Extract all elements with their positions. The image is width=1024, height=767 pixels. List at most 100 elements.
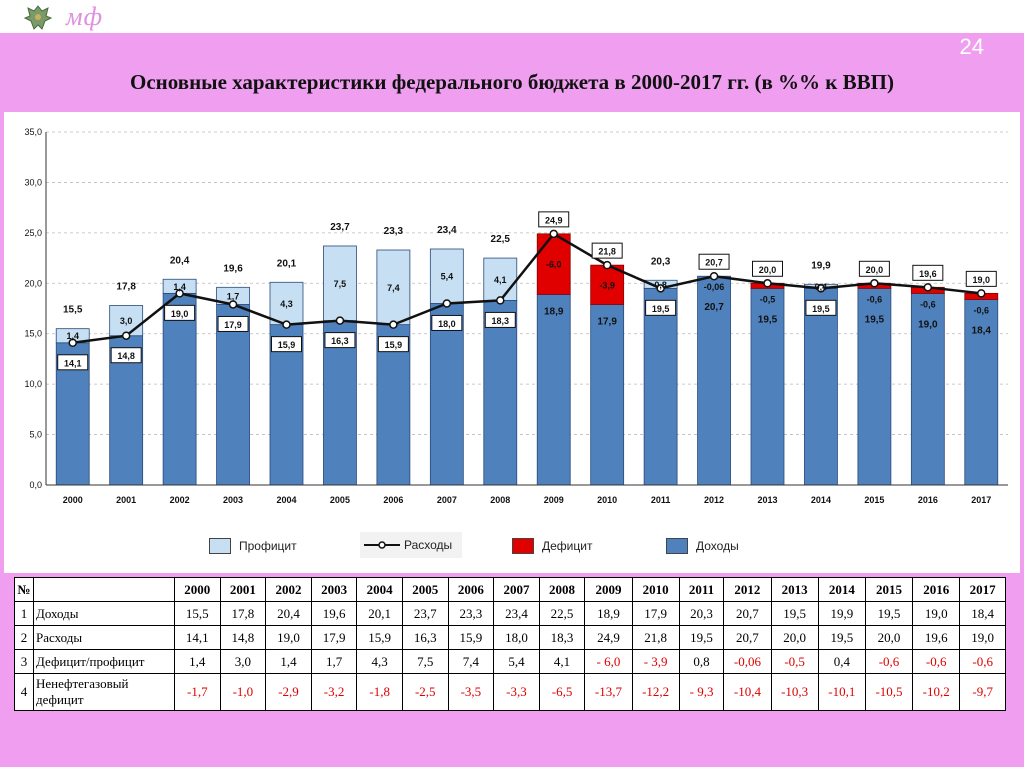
expenditure-label-box — [591, 242, 623, 259]
expenditure-label-box — [965, 270, 997, 287]
expenditure-point — [228, 300, 238, 309]
expenditure-label: 20,7 — [705, 258, 723, 268]
table-cell: 19,9 — [817, 601, 866, 626]
x-tick-label: 2001 — [116, 495, 136, 505]
table-cell: 18,9 — [584, 601, 633, 626]
expenditure-label-box — [484, 311, 516, 328]
table-cell: 17,9 — [631, 601, 680, 626]
header-cell: 2008 — [538, 577, 586, 602]
x-tick-label: 2003 — [223, 495, 243, 505]
table-cell: 22,5 — [538, 601, 586, 626]
table-cell: 20,7 — [723, 625, 772, 650]
row-label: Расходы — [33, 625, 175, 650]
legend-line-marker — [364, 541, 400, 549]
expenditure-label-box — [271, 336, 302, 353]
surplus-bar — [323, 245, 357, 322]
table-row: 3 Дефицит/профицит 1,4 3,0 1,4 1,7 4,3 7,5 7,4 5,… — [14, 649, 1006, 674]
page-title: Основные характеристики федерального бюд… — [130, 70, 894, 94]
surplus-bar — [109, 305, 144, 337]
table-cell: 15,9 — [356, 625, 403, 650]
expenditure-label-box — [698, 253, 730, 270]
surplus-label: 7,5 — [334, 279, 347, 289]
table-cell: 19,5 — [678, 625, 725, 650]
table-cell: 4,1 — [538, 649, 586, 674]
revenue-total-label: 17,9 — [597, 316, 617, 327]
table-cell: 19,5 — [770, 601, 819, 626]
y-tick-label: 35,0 — [24, 127, 42, 137]
row-number: 1 — [14, 601, 34, 626]
row-number: 3 — [14, 649, 34, 674]
header-cell: 2010 — [631, 577, 680, 602]
budget-chart: 1,4 15,5 3,0 17,8 1,4 20,4 1,7 19,6 4,3 20,1 7,5 23… — [24, 127, 1008, 505]
expenditure-point — [121, 331, 131, 340]
x-tick-label: 2005 — [330, 495, 350, 505]
header-cell: 2011 — [678, 577, 725, 602]
deficit-label: -0,6 — [974, 305, 990, 315]
table-cell: 19,5 — [864, 601, 914, 626]
table-cell: -0,06 — [723, 649, 772, 674]
revenue-total-label: 20,4 — [170, 255, 190, 266]
deficit-label: -0,6 — [867, 294, 883, 304]
x-tick-label: 2008 — [490, 495, 510, 505]
expenditure-label: 18,0 — [438, 319, 456, 329]
table-cell: 19,0 — [265, 625, 312, 650]
table-cell: 19,0 — [959, 625, 1006, 650]
table-cell: 1,4 — [265, 649, 312, 674]
deficit-bar — [536, 233, 571, 295]
expenditure-point — [602, 260, 612, 270]
deficit-bar — [590, 264, 625, 305]
expenditure-label: 19,5 — [652, 304, 670, 314]
budget-table: № 2000 2001 2002 2003 2004 2005 2006 200… — [14, 577, 1006, 711]
header-cell: 2013 — [770, 577, 819, 602]
header-cell: 2009 — [584, 577, 633, 602]
revenue-bar — [216, 304, 250, 486]
expenditure-label: 14,1 — [64, 358, 82, 368]
surplus-label: 1,4 — [66, 331, 79, 341]
table-cell: 18,0 — [493, 625, 540, 650]
revenue-bar — [590, 304, 625, 486]
surplus-bar — [483, 257, 518, 301]
table-cell: -10,5 — [864, 673, 914, 711]
table-cell: -10,4 — [723, 673, 772, 711]
x-tick-label: 2011 — [651, 495, 671, 505]
expenditure-point — [709, 271, 719, 281]
table-cell: 4,3 — [356, 649, 403, 674]
y-tick-label: 20,0 — [24, 278, 42, 288]
revenue-total-label: 19,0 — [918, 319, 938, 330]
table-cell: 7,5 — [401, 649, 449, 674]
legend-expenditure-label: Расходы — [404, 538, 453, 552]
legend-surplus-label: Профицит — [239, 539, 297, 553]
revenue-total-label: 19,5 — [865, 314, 885, 325]
expenditure-point — [870, 279, 879, 288]
table-cell: - 9,3 — [678, 673, 725, 711]
expenditure-point — [977, 289, 986, 298]
table-cell: 20,0 — [770, 625, 819, 650]
header-bar: мф — [0, 0, 1024, 33]
table-cell: 15,5 — [174, 601, 221, 626]
row-label: Дефицит/профицит — [33, 649, 175, 674]
legend-expenditure: Расходы — [360, 532, 463, 558]
table-cell: 19,0 — [912, 601, 961, 626]
table-cell: 17,9 — [310, 625, 358, 650]
revenue-bar — [536, 293, 571, 486]
legend-revenue: Доходы — [666, 538, 739, 554]
legend-revenue-swatch — [666, 538, 688, 554]
revenue-total-label: 15,5 — [63, 305, 83, 316]
revenue-total-label: 23,7 — [330, 222, 350, 233]
table-cell: 20,0 — [864, 625, 914, 650]
revenue-total-label: 19,9 — [811, 260, 831, 271]
legend-deficit: Дефицит — [512, 538, 592, 554]
table-cell: 17,8 — [219, 601, 267, 626]
deficit-label: -3,9 — [599, 280, 615, 290]
expenditure-label: 19,0 — [171, 309, 189, 319]
surplus-label: 1,4 — [173, 282, 186, 292]
table-cell: -12,2 — [631, 673, 680, 711]
header-cell: 2005 — [401, 577, 449, 602]
header-cell — [33, 577, 175, 602]
surplus-label: 0,4 — [815, 282, 828, 292]
row-label: Ненефтегазовый дефицит — [33, 673, 175, 711]
y-tick-label: 0,0 — [29, 480, 42, 490]
deficit-label: -0,5 — [760, 294, 776, 304]
table-cell: -9,7 — [959, 673, 1006, 711]
deficit-label: -6,0 — [546, 260, 562, 270]
